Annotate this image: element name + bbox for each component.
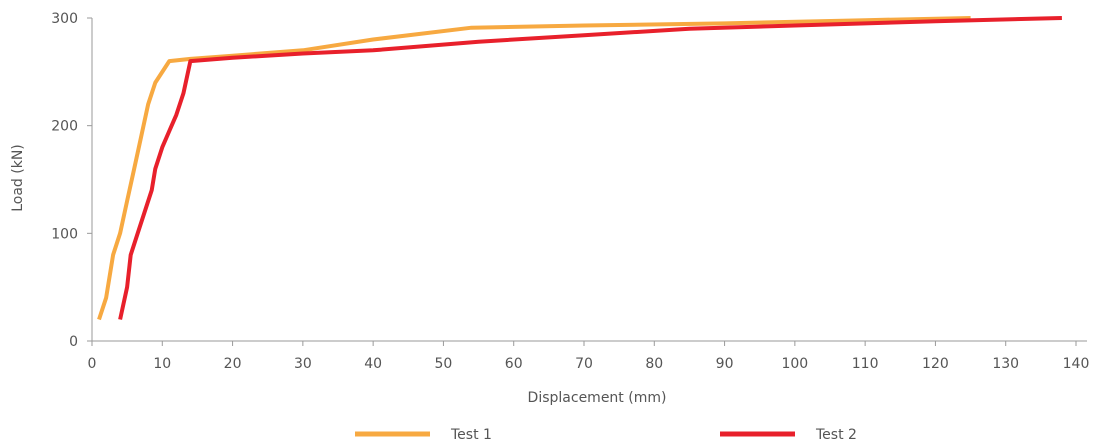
y-tick-group: 0 100 200 300 [51, 11, 92, 350]
x-tick-label: 40 [364, 356, 382, 372]
y-tick-label: 100 [51, 226, 78, 242]
x-tick-label: 20 [224, 356, 242, 372]
y-tick-label: 200 [51, 119, 78, 135]
y-tick-label: 300 [51, 11, 78, 27]
y-tick-label: 0 [69, 334, 78, 350]
legend-label-test-1: Test 1 [450, 427, 492, 443]
x-tick-label: 90 [716, 356, 734, 372]
legend: Test 1 Test 2 [355, 427, 857, 443]
x-tick-label: 60 [505, 356, 523, 372]
x-axis-title: Displacement (mm) [528, 390, 667, 406]
x-tick-label: 80 [645, 356, 663, 372]
legend-label-test-2: Test 2 [815, 427, 857, 443]
x-tick-label: 110 [852, 356, 879, 372]
x-tick-group: 0 10 20 30 40 50 60 70 80 90 100 110 120 130 140 [88, 341, 1090, 372]
series-group [97, 16, 1062, 321]
x-tick-label: 130 [992, 356, 1019, 372]
x-tick-label: 30 [294, 356, 312, 372]
x-tick-label: 70 [575, 356, 593, 372]
x-tick-label: 140 [1063, 356, 1090, 372]
series-line-test-1 [97, 16, 971, 321]
x-tick-label: 120 [922, 356, 949, 372]
x-tick-label: 100 [781, 356, 808, 372]
x-tick-label: 0 [88, 356, 97, 372]
series-line-test-2 [118, 16, 1062, 320]
x-tick-label: 10 [153, 356, 171, 372]
axes [91, 18, 1087, 342]
x-tick-label: 50 [435, 356, 453, 372]
y-axis-title: Load (kN) [10, 144, 26, 212]
